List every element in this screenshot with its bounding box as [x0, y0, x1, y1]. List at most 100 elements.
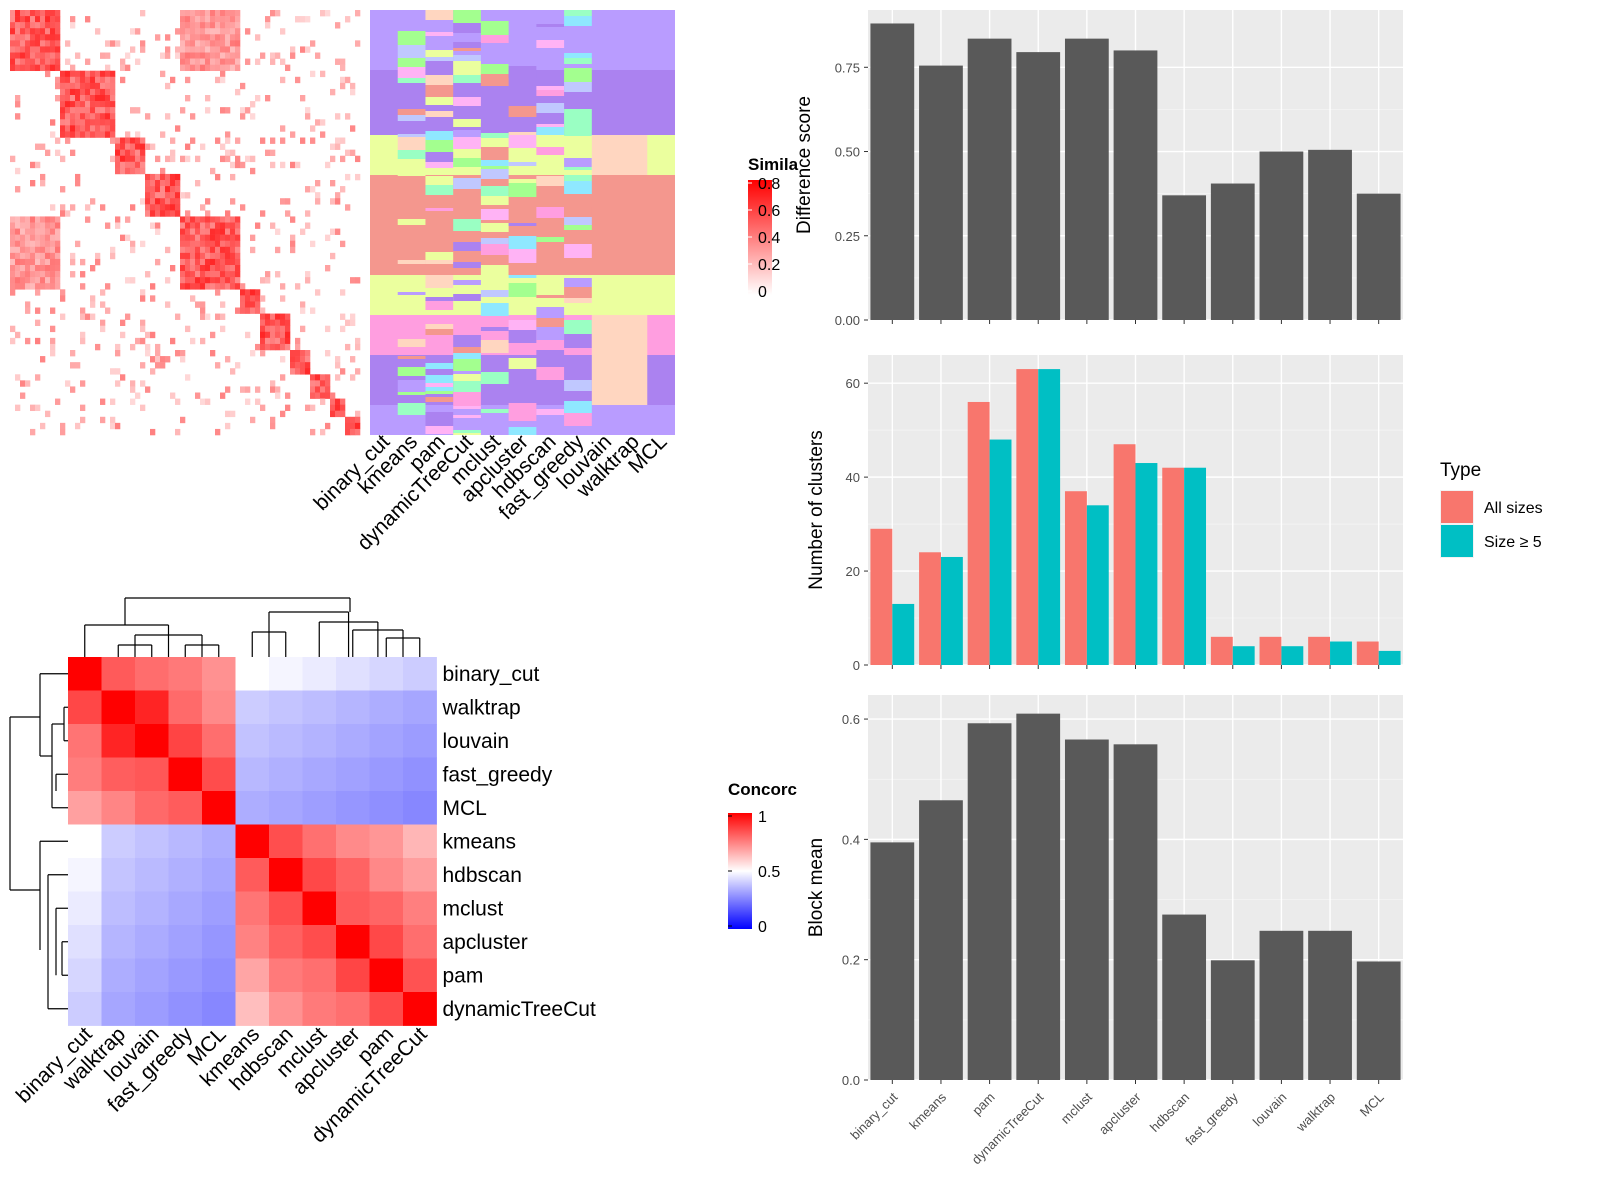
similarity-cell: [230, 46, 236, 53]
y-tick-label: 0.4: [842, 832, 860, 847]
similarity-cell: [235, 58, 241, 65]
similarity-cell: [210, 277, 216, 284]
similarity-cell: [25, 258, 31, 266]
similarity-cell: [335, 192, 341, 199]
similarity-cell: [255, 343, 261, 351]
similarity-cell: [245, 301, 251, 308]
similarity-cell: [205, 216, 211, 223]
membership-cell: [480, 169, 509, 179]
membership-cell: [564, 406, 592, 413]
similarity-cell: [75, 119, 81, 126]
similarity-cell: [330, 392, 336, 399]
similarity-cell: [45, 410, 51, 418]
similarity-cell: [90, 101, 96, 108]
similarity-cell: [325, 422, 331, 430]
concordance-cell: [135, 958, 169, 993]
membership-cell: [425, 363, 454, 369]
similarity-cell: [250, 416, 256, 424]
similarity-cell: [50, 40, 56, 47]
similarity-cell: [225, 252, 231, 260]
similarity-cell: [140, 380, 146, 387]
similarity-cell: [225, 10, 231, 17]
similarity-cell: [265, 319, 271, 327]
similarity-cell: [275, 337, 281, 345]
similarity-cell: [40, 22, 46, 29]
similarity-cell: [175, 186, 181, 193]
similarity-cell: [45, 234, 51, 242]
similarity-cell: [30, 46, 36, 53]
similarity-cell: [355, 422, 361, 430]
similarity-cell: [325, 392, 331, 399]
similarity-cell: [250, 295, 256, 302]
similarity-cell: [50, 228, 56, 235]
similarity-cell: [180, 356, 186, 363]
similarity-cell: [330, 180, 336, 187]
similarity-cell: [175, 52, 181, 59]
membership-cell: [453, 75, 481, 83]
similarity-cell: [175, 313, 181, 320]
similarity-cell: [205, 258, 211, 266]
similarity-cell: [35, 234, 41, 242]
similarity-cell: [80, 88, 86, 96]
similarity-cell: [200, 64, 206, 72]
similarity-cell: [205, 313, 211, 320]
similarity-cell: [210, 167, 216, 175]
similarity-cell: [10, 252, 16, 260]
similarity-cell: [240, 283, 246, 290]
similarity-cell: [220, 28, 226, 35]
membership-cell: [508, 249, 537, 263]
similarity-cell: [215, 34, 221, 41]
similarity-cell: [40, 252, 46, 260]
similarity-cell: [60, 289, 66, 296]
similarity-cell: [245, 307, 251, 314]
similarity-cell: [135, 392, 141, 399]
similarity-cell: [20, 58, 26, 65]
similarity-cell: [170, 173, 176, 181]
similarity-cell: [165, 210, 171, 217]
membership-cell: [453, 294, 481, 301]
similarity-cell: [180, 416, 186, 424]
similarity-cell: [135, 167, 141, 175]
similarity-cell: [15, 265, 21, 272]
similarity-cell: [180, 246, 186, 254]
concordance-cell: [336, 724, 370, 758]
similarity-cell: [220, 64, 226, 72]
membership-cell: [564, 287, 592, 298]
similarity-cell: [300, 307, 306, 314]
similarity-cell: [205, 252, 211, 260]
similarity-cell: [300, 356, 306, 363]
similarity-cell: [225, 22, 231, 29]
similarity-cell: [65, 76, 71, 84]
similarity-cell: [200, 52, 206, 59]
similarity-cell: [145, 386, 151, 393]
similarity-cell: [335, 22, 341, 29]
similarity-cell: [170, 76, 176, 84]
similarity-cell: [180, 265, 186, 272]
similarity-cell: [225, 422, 231, 430]
similarity-cell: [15, 234, 21, 242]
concordance-cell: [101, 992, 136, 1026]
similarity-cell: [55, 10, 61, 17]
similarity-cell: [130, 155, 136, 163]
similarity-cell: [345, 343, 351, 351]
similarity-cell: [225, 222, 231, 229]
concordance-cell: [235, 958, 270, 993]
membership-cell: [425, 50, 454, 57]
similarity-cell: [275, 313, 281, 320]
similarity-cell: [270, 319, 276, 327]
similarity-cell: [15, 374, 21, 381]
similarity-cell: [180, 228, 186, 235]
similarity-cell: [155, 173, 161, 181]
membership-cell: [508, 183, 537, 197]
similarity-cell: [30, 40, 36, 47]
similarity-cell: [180, 40, 186, 47]
similarity-cell: [85, 101, 91, 108]
similarity-cell: [55, 76, 61, 84]
similarity-cell: [55, 228, 61, 235]
similarity-cell: [260, 325, 266, 333]
similarity-cell: [220, 301, 226, 308]
similarity-cell: [345, 422, 351, 430]
similarity-cell: [40, 28, 46, 35]
similarity-heatmap-panel: binary_cutkmeanspamdynamicTreeCutmclusta…: [10, 10, 799, 555]
similarity-cell: [35, 258, 41, 266]
